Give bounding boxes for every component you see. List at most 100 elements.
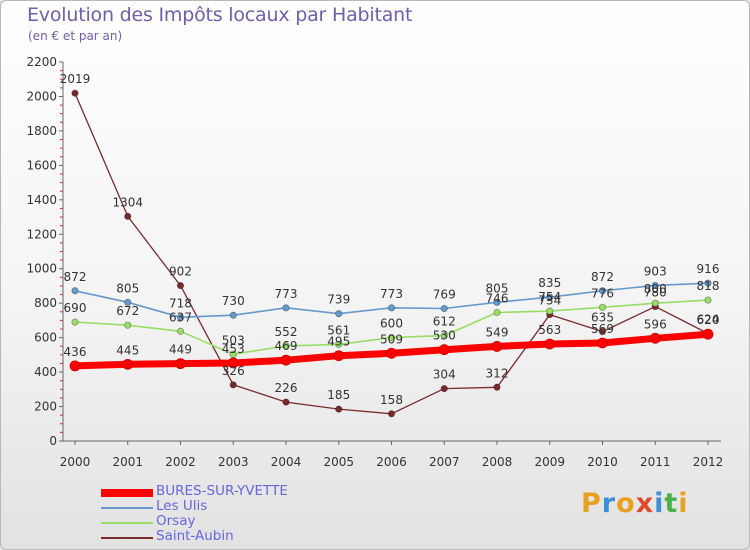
data-point-orsay [546, 307, 554, 315]
data-point-bures-sur-yvette [69, 360, 81, 372]
data-label-les-ulis: 835 [538, 276, 561, 290]
data-point-saint-aubin [335, 405, 343, 413]
data-label-bures-sur-yvette: 453 [222, 342, 245, 356]
logo-letter: x [635, 488, 655, 519]
y-tick-label: 1200 [26, 227, 57, 241]
legend-label: Orsay [156, 513, 196, 529]
data-label-saint-aubin: 780 [644, 286, 667, 300]
data-label-les-ulis: 872 [64, 270, 87, 284]
data-label-bures-sur-yvette: 620 [697, 313, 720, 327]
data-label-bures-sur-yvette: 449 [169, 343, 192, 357]
data-label-saint-aubin: 624 [697, 313, 720, 327]
data-point-les-ulis [229, 311, 237, 319]
x-tick-label: 2005 [323, 455, 354, 469]
data-point-bures-sur-yvette [649, 332, 661, 344]
data-label-orsay: 637 [169, 310, 192, 324]
data-point-saint-aubin [493, 383, 501, 391]
data-point-bures-sur-yvette [333, 350, 345, 362]
data-label-orsay: 561 [327, 323, 350, 337]
data-label-bures-sur-yvette: 445 [116, 343, 139, 357]
data-label-les-ulis: 730 [222, 294, 245, 308]
data-label-saint-aubin: 902 [169, 265, 192, 279]
data-point-saint-aubin [229, 381, 237, 389]
data-label-orsay: 776 [591, 286, 614, 300]
data-point-orsay [493, 308, 501, 317]
data-label-les-ulis: 805 [486, 281, 509, 295]
x-tick-label: 2001 [112, 455, 143, 469]
data-label-saint-aubin: 2019 [60, 72, 91, 86]
data-point-les-ulis [124, 298, 132, 306]
x-tick-label: 2000 [60, 455, 91, 469]
data-point-les-ulis [176, 313, 185, 321]
data-point-bures-sur-yvette [386, 347, 397, 359]
legend-swatch [101, 507, 153, 509]
data-label-les-ulis: 903 [644, 264, 667, 278]
y-tick-label: 0 [49, 434, 57, 448]
data-label-bures-sur-yvette: 563 [538, 323, 561, 337]
y-tick-label: 1600 [26, 158, 57, 172]
data-label-orsay: 600 [380, 317, 403, 331]
y-tick-label: 1800 [26, 124, 57, 138]
data-point-bures-sur-yvette [438, 344, 450, 356]
x-tick-label: 2010 [587, 455, 618, 469]
y-tick-label: 600 [34, 331, 57, 345]
data-label-bures-sur-yvette: 509 [380, 332, 403, 346]
x-tick-label: 2004 [271, 455, 302, 469]
data-label-saint-aubin: 185 [327, 388, 350, 402]
legend-swatch [101, 537, 153, 539]
y-tick-label: 1000 [26, 262, 57, 276]
data-point-orsay [71, 318, 79, 326]
data-label-saint-aubin: 158 [380, 393, 403, 407]
logo-letter: P [581, 488, 602, 519]
legend-label: BURES-SUR-YVETTE [156, 483, 288, 499]
data-label-les-ulis: 916 [697, 262, 720, 276]
data-label-les-ulis: 739 [327, 293, 350, 307]
data-label-saint-aubin: 326 [222, 364, 245, 378]
data-label-orsay: 612 [433, 315, 456, 329]
data-point-bures-sur-yvette [122, 358, 134, 370]
y-tick-label: 800 [34, 296, 57, 310]
legend-label: Saint-Aubin [156, 528, 234, 544]
data-point-les-ulis [440, 304, 448, 313]
data-label-saint-aubin: 734 [538, 294, 561, 308]
data-label-bures-sur-yvette: 569 [591, 322, 614, 336]
data-label-les-ulis: 805 [116, 281, 139, 295]
chart-title: Evolution des Impôts locaux par Habitant [27, 4, 413, 26]
data-point-orsay [282, 342, 290, 350]
data-point-orsay [704, 296, 712, 304]
data-point-orsay [335, 340, 343, 348]
data-point-saint-aubin [282, 398, 290, 406]
data-label-les-ulis: 773 [380, 287, 403, 301]
data-point-les-ulis [282, 304, 290, 312]
data-label-les-ulis: 872 [591, 270, 614, 284]
data-point-orsay [387, 334, 396, 342]
data-point-orsay [124, 321, 132, 329]
data-point-bures-sur-yvette [280, 354, 292, 366]
data-label-saint-aubin: 304 [433, 368, 456, 382]
data-point-bures-sur-yvette [702, 328, 714, 340]
x-tick-label: 2009 [534, 455, 565, 469]
data-point-orsay [440, 331, 448, 340]
x-tick-label: 2008 [482, 455, 513, 469]
data-point-les-ulis [546, 293, 554, 301]
data-point-les-ulis [704, 279, 712, 287]
data-point-les-ulis [71, 287, 79, 295]
data-point-saint-aubin [387, 410, 396, 418]
y-tick-label: 200 [34, 400, 57, 414]
data-point-saint-aubin [71, 89, 79, 97]
x-tick-label: 2012 [693, 455, 724, 469]
y-tick-label: 1400 [26, 193, 57, 207]
data-point-bures-sur-yvette [227, 357, 239, 369]
y-tick-label: 2200 [26, 55, 57, 69]
legend-swatch [101, 522, 153, 524]
data-point-les-ulis [598, 287, 607, 295]
y-tick-label: 400 [34, 365, 57, 379]
data-point-saint-aubin [440, 385, 448, 393]
logo-letter: r [601, 488, 617, 519]
data-label-orsay: 552 [275, 325, 298, 339]
data-point-saint-aubin [176, 282, 185, 290]
x-tick-label: 2011 [640, 455, 671, 469]
data-point-les-ulis [651, 281, 659, 290]
logo-letter: i [654, 488, 665, 519]
